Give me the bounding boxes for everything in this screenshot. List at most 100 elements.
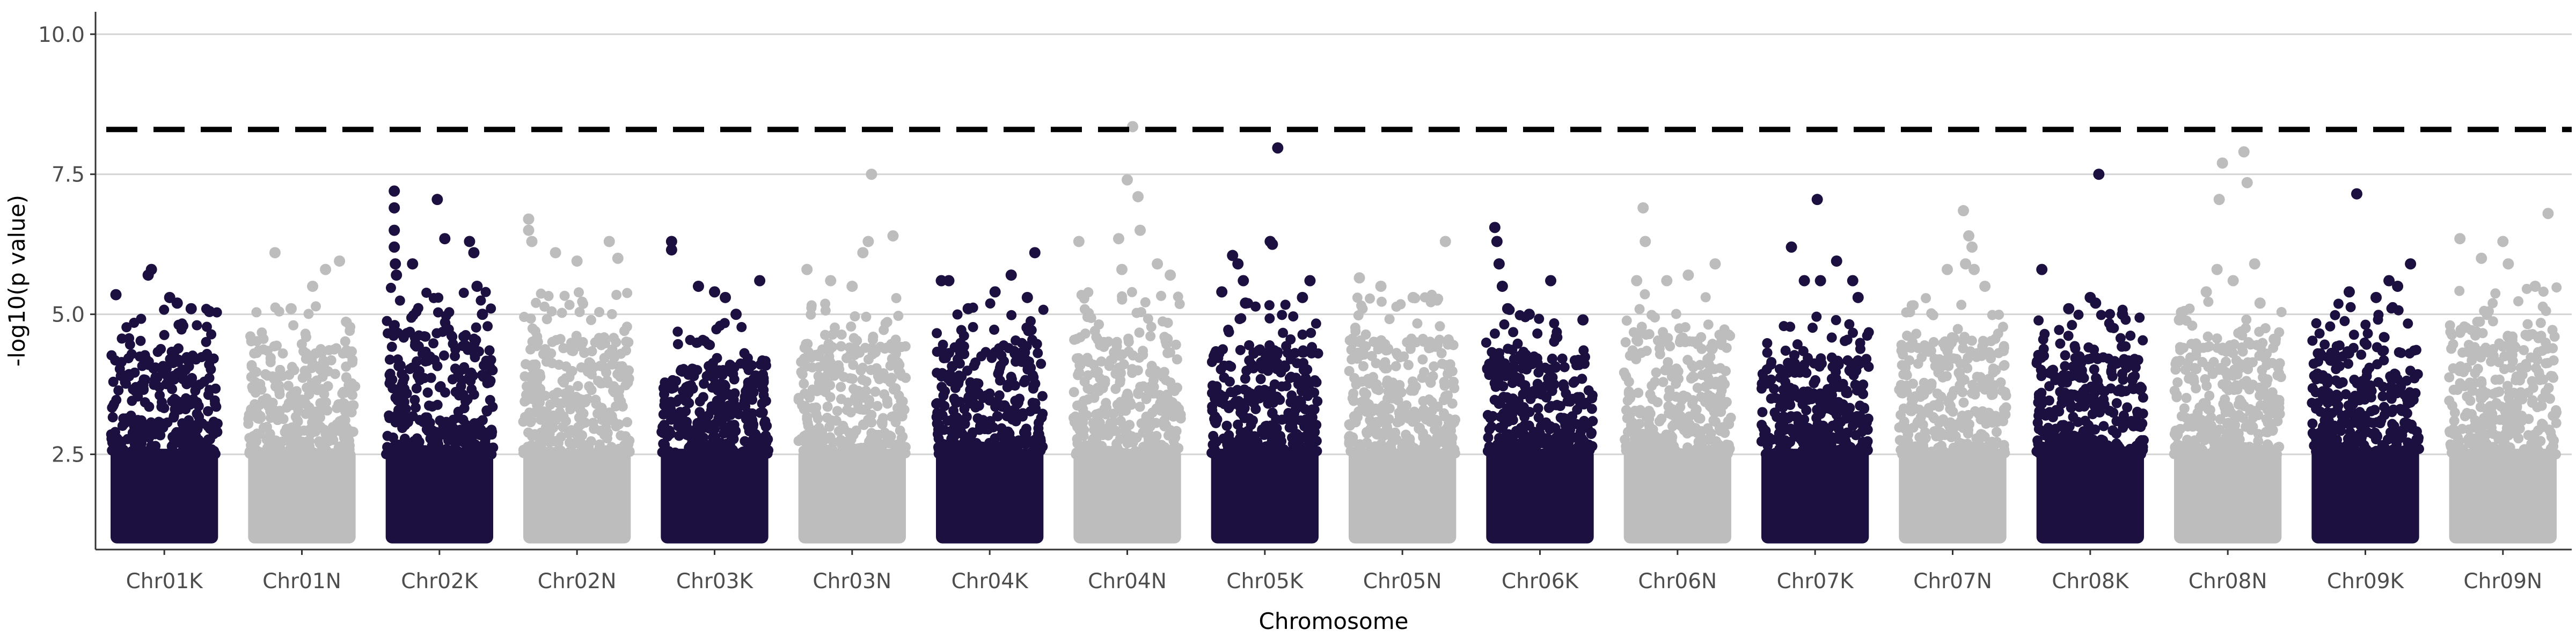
point xyxy=(672,339,683,349)
point xyxy=(998,340,1009,351)
point xyxy=(1255,346,1265,356)
point xyxy=(548,390,559,400)
point xyxy=(2117,447,2128,458)
peak-point xyxy=(2174,314,2185,326)
point xyxy=(2231,437,2242,448)
point xyxy=(2232,384,2243,395)
point xyxy=(1906,342,1916,353)
point xyxy=(407,411,418,422)
point xyxy=(1811,311,1822,322)
peak-point xyxy=(1852,291,1864,303)
point xyxy=(1901,386,1912,397)
point xyxy=(582,394,593,405)
point xyxy=(519,396,530,407)
point xyxy=(577,430,588,441)
point xyxy=(1957,387,1968,398)
point xyxy=(578,408,589,419)
point xyxy=(558,422,568,433)
point xyxy=(799,388,810,399)
point xyxy=(414,365,425,376)
point xyxy=(116,333,127,344)
point xyxy=(717,440,728,451)
point xyxy=(1801,405,1812,415)
point xyxy=(1658,327,1668,338)
point xyxy=(845,407,856,418)
point xyxy=(1756,436,1767,447)
point xyxy=(2036,364,2046,375)
point xyxy=(1432,401,1443,412)
point xyxy=(893,311,904,321)
peak-point xyxy=(1489,222,1501,233)
point xyxy=(1435,321,1445,332)
point xyxy=(965,377,976,387)
point xyxy=(1283,348,1293,358)
point xyxy=(1214,389,1225,400)
point xyxy=(857,375,868,385)
point xyxy=(1162,348,1173,358)
point xyxy=(1004,409,1015,420)
point xyxy=(619,326,630,336)
point xyxy=(985,395,996,406)
point xyxy=(450,344,461,355)
point xyxy=(277,348,288,359)
point xyxy=(1380,357,1391,368)
point xyxy=(1788,428,1798,438)
point xyxy=(866,409,877,420)
point xyxy=(1444,418,1454,428)
point xyxy=(1168,427,1179,438)
point xyxy=(1687,360,1697,371)
point xyxy=(1896,340,1907,350)
point xyxy=(1358,361,1368,371)
point xyxy=(1621,405,1631,415)
point xyxy=(2237,342,2248,353)
point xyxy=(411,402,421,413)
point xyxy=(347,390,358,400)
point xyxy=(1762,347,1773,358)
point xyxy=(2272,449,2282,460)
point xyxy=(849,350,860,361)
point xyxy=(392,409,402,420)
point xyxy=(1102,447,1113,458)
point xyxy=(187,434,198,444)
point xyxy=(1074,367,1085,378)
point xyxy=(565,404,576,415)
point xyxy=(1634,304,1645,314)
point xyxy=(1386,439,1396,450)
point xyxy=(599,332,610,343)
point xyxy=(2262,439,2273,450)
point xyxy=(470,338,480,348)
point xyxy=(124,333,135,343)
dense-band-Chr08N xyxy=(2174,449,2282,544)
point xyxy=(2075,443,2085,454)
point xyxy=(694,431,705,442)
point xyxy=(127,396,137,406)
point xyxy=(575,394,586,405)
point xyxy=(2134,312,2145,323)
point xyxy=(702,440,713,450)
peak-point xyxy=(1631,275,1643,287)
point xyxy=(392,449,402,460)
point xyxy=(1702,423,1713,434)
data-points xyxy=(106,121,2562,544)
point xyxy=(703,339,714,350)
peak-point xyxy=(1005,269,1017,281)
peak-point xyxy=(185,303,197,314)
point xyxy=(1833,444,1844,455)
point xyxy=(1789,387,1800,398)
point xyxy=(135,335,146,346)
point xyxy=(2033,397,2044,408)
point xyxy=(1853,359,1864,370)
point xyxy=(1397,401,1408,412)
point xyxy=(1221,420,1232,431)
peak-point xyxy=(1073,236,1085,247)
point xyxy=(983,424,993,435)
point xyxy=(836,440,847,450)
point xyxy=(2224,403,2235,414)
point xyxy=(1719,428,1730,438)
point xyxy=(341,317,352,327)
peak-point xyxy=(2216,157,2228,169)
point xyxy=(410,445,421,456)
point xyxy=(587,346,597,357)
dense-band-Chr01N xyxy=(248,449,356,544)
point xyxy=(1368,372,1379,383)
